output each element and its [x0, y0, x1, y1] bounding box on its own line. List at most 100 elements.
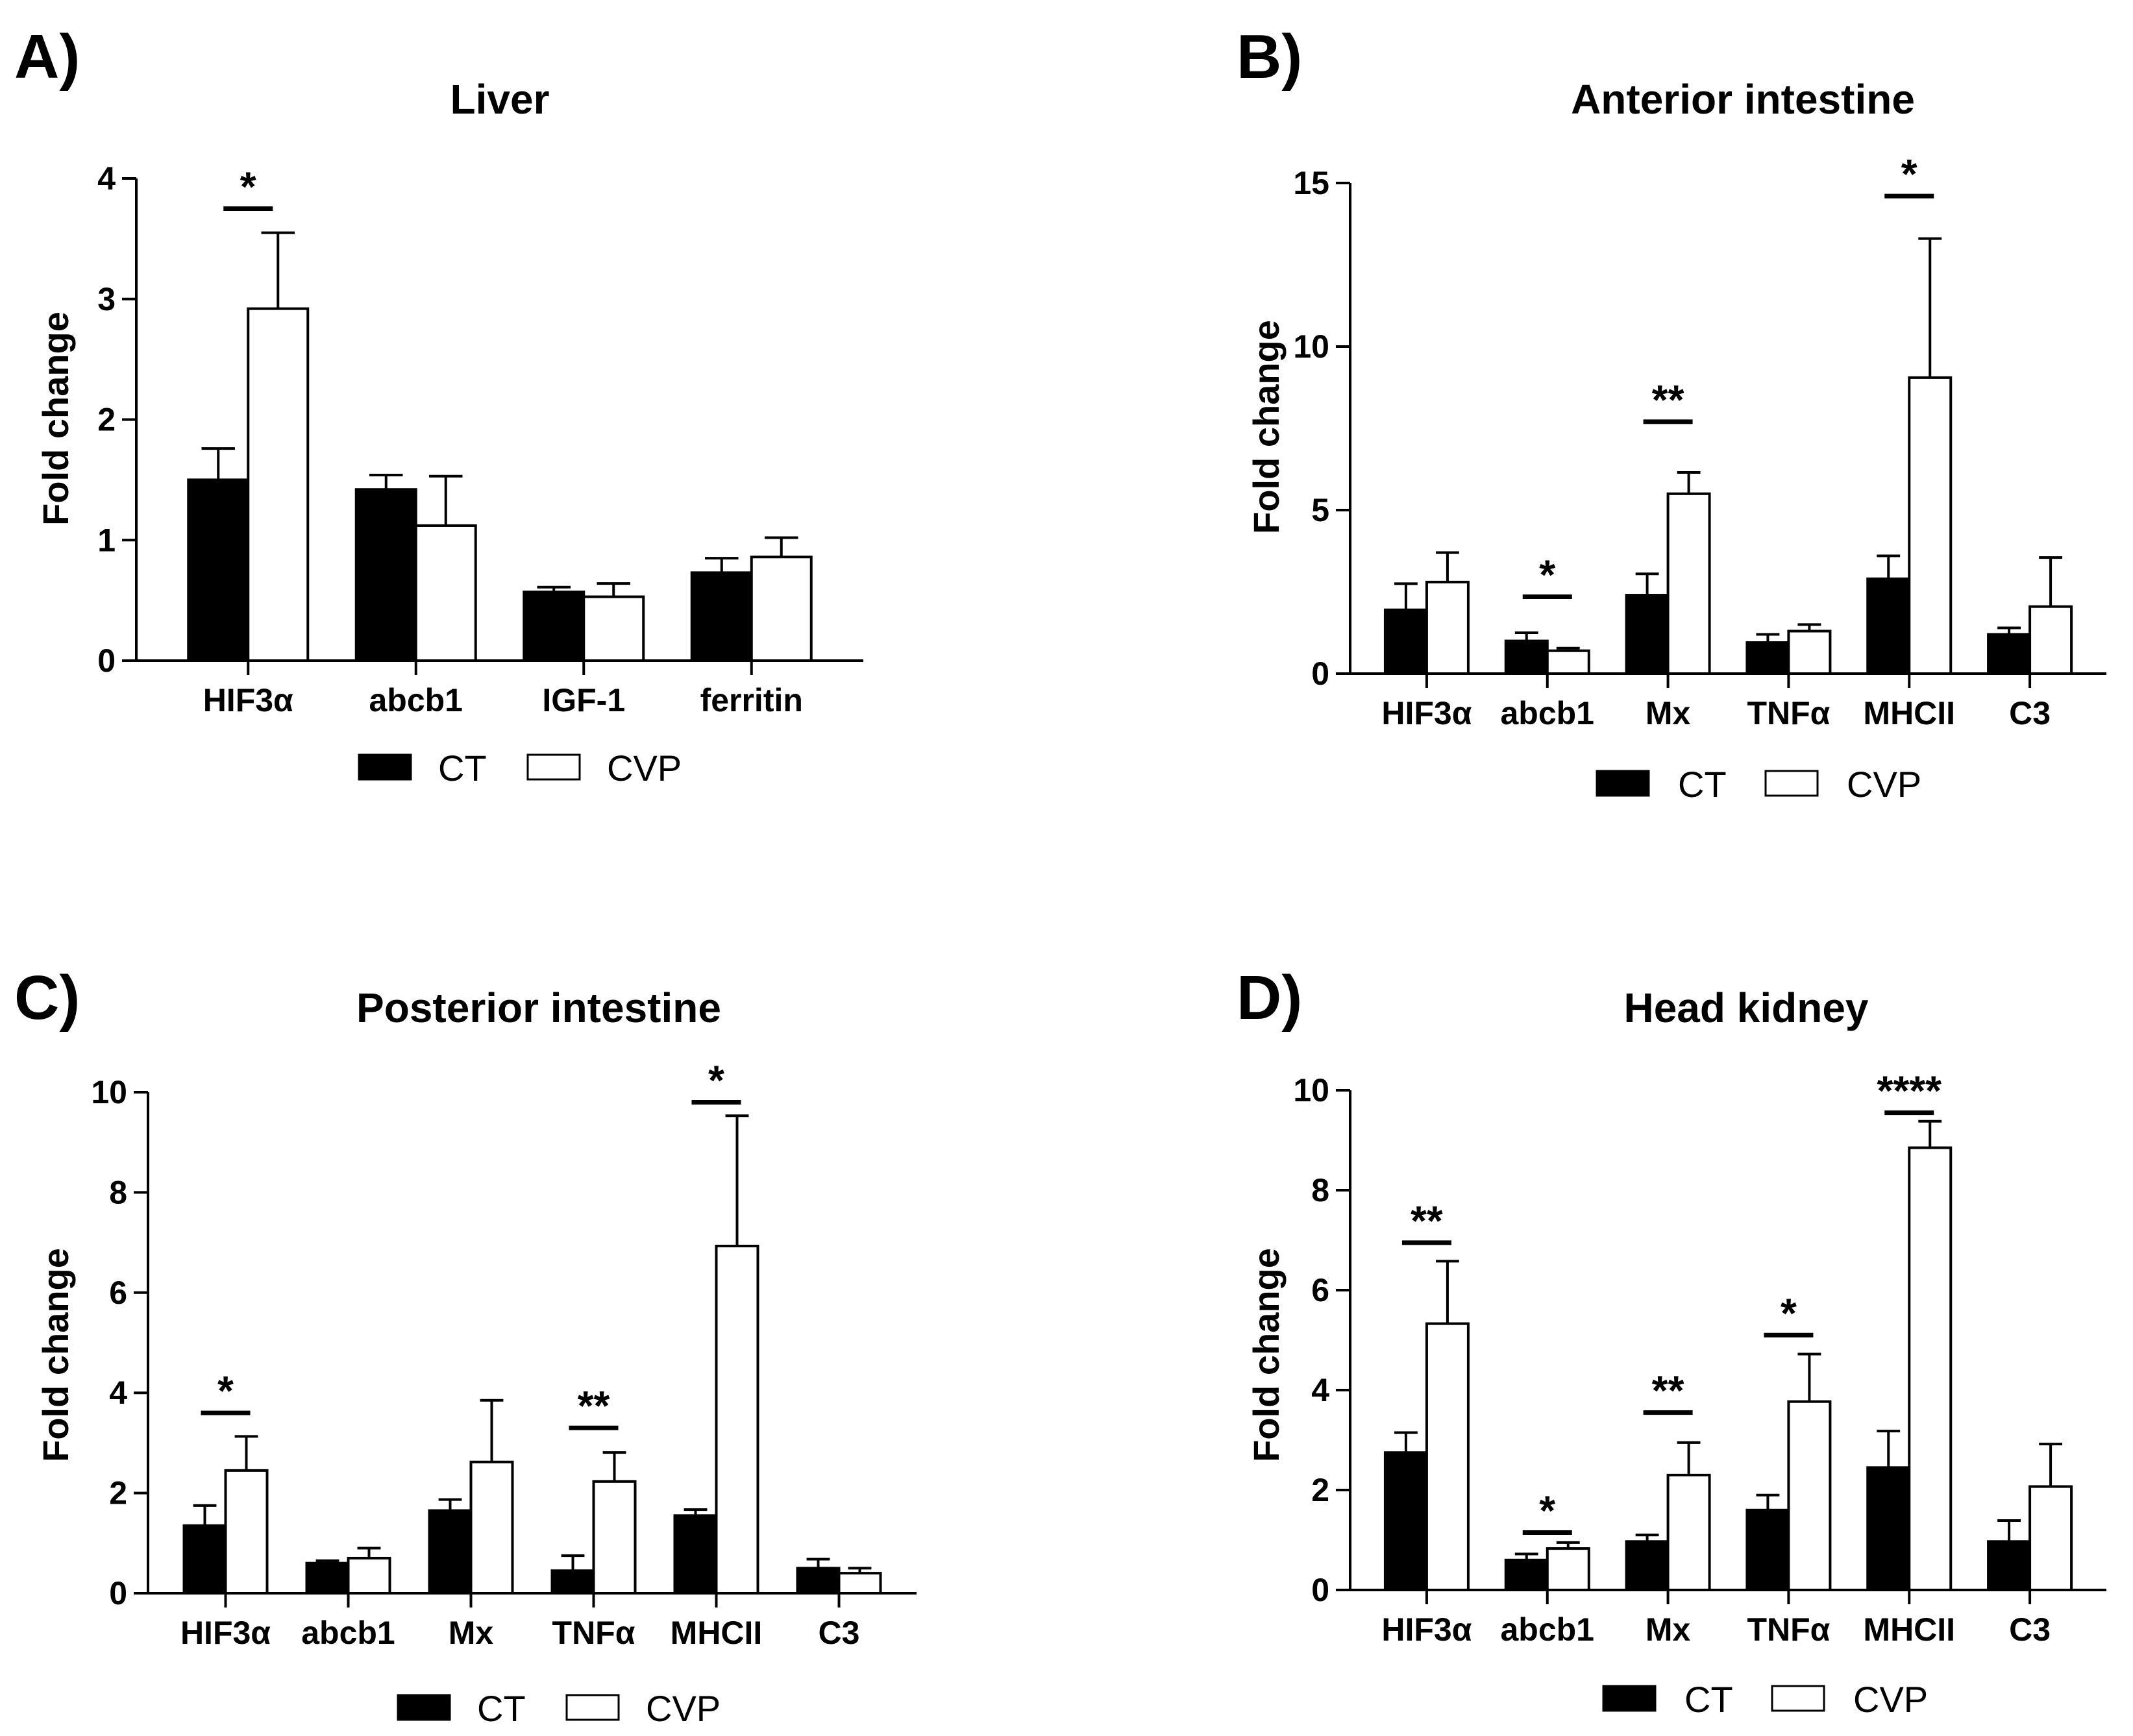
bar-ct	[1987, 1540, 2032, 1592]
y-tick-label: 10	[1293, 328, 1329, 365]
y-tick-label: 2	[97, 402, 116, 438]
legend-cvp-label: CVP	[607, 748, 682, 789]
y-tick-label: 0	[1311, 1572, 1329, 1608]
x-tick-label: HIF3α	[1381, 695, 1472, 731]
x-tick-label: Mx	[449, 1615, 494, 1651]
panel-c-x-axis: HIF3α abcb1 Mx TNFα MHCII C3	[148, 1592, 917, 1651]
panel-a-title: Liver	[450, 76, 550, 123]
panel-d-bars	[1383, 1119, 2073, 1592]
significance-label: **	[1652, 1367, 1684, 1414]
panel-c-y-axis-label: Fold change	[35, 1248, 76, 1462]
y-tick-label: 2	[1311, 1472, 1329, 1508]
bar-ct	[1625, 594, 1670, 675]
y-tick-label: 2	[109, 1475, 127, 1511]
y-tick-label: 0	[97, 642, 116, 679]
significance-label: ****	[1877, 1068, 1942, 1114]
panel-a-letter: A)	[14, 22, 80, 92]
bar-ct	[428, 1509, 473, 1595]
panel-a: A) Liver Fold change 0 1 2 3 4 HIF3α abcb1 IGF…	[14, 22, 863, 789]
legend-ct-swatch	[1596, 770, 1650, 797]
x-tick-label: TNFα	[552, 1615, 635, 1651]
bar-cvp	[2028, 605, 2073, 675]
panel-c-bars	[182, 1114, 882, 1595]
legend-ct-label: CT	[1684, 1679, 1733, 1720]
panel-a-y-axis-label: Fold change	[35, 312, 76, 526]
panel-d: D) Head kidney Fold change 0 2 4 6 8 10 HIF3α…	[1237, 963, 2106, 1720]
panel-d-significance: **********	[1401, 1068, 1942, 1535]
significance-label: **	[1652, 376, 1684, 423]
significance-label: *	[1781, 1290, 1797, 1336]
panel-a-x-axis: HIF3α abcb1 IGF-1 ferritin	[136, 659, 863, 718]
x-tick-label: abcb1	[369, 682, 463, 718]
y-tick-label: 8	[109, 1174, 127, 1210]
x-tick-label: abcb1	[1500, 1611, 1594, 1648]
bar-ct	[187, 478, 250, 662]
y-tick-label: 4	[1311, 1372, 1329, 1408]
legend-cvp-swatch	[526, 753, 581, 781]
bar-cvp	[1425, 1322, 1470, 1591]
panel-b-y-axis-label: Fold change	[1246, 320, 1287, 534]
significance-label: **	[578, 1382, 610, 1429]
legend-ct-label: CT	[1678, 764, 1727, 805]
panel-b-significance: ****	[1522, 151, 1934, 600]
bar-cvp	[592, 1480, 637, 1595]
bar-cvp	[1787, 1400, 1832, 1591]
legend-ct-swatch	[1602, 1685, 1657, 1712]
bar-ct	[1383, 608, 1428, 675]
legend-cvp-label: CVP	[1853, 1679, 1928, 1720]
x-tick-label: Mx	[1646, 1611, 1691, 1648]
bar-ct	[1745, 641, 1790, 675]
panel-b-x-axis: HIF3α abcb1 Mx TNFα MHCII C3	[1350, 672, 2106, 731]
y-tick-label: 10	[1293, 1072, 1329, 1108]
y-tick-label: 3	[97, 281, 116, 317]
bar-ct	[1504, 1558, 1549, 1592]
bar-ct	[1504, 639, 1549, 675]
bar-ct	[1383, 1451, 1428, 1591]
x-tick-label: abcb1	[301, 1615, 395, 1651]
bar-ct	[1745, 1508, 1790, 1592]
panel-a-significance: *	[223, 163, 273, 211]
legend-cvp-label: CVP	[1847, 764, 1921, 805]
y-tick-label: 5	[1311, 492, 1329, 528]
x-tick-label: MHCII	[1863, 695, 1955, 731]
panel-c-significance: * ***	[201, 1057, 741, 1430]
x-tick-label: TNFα	[1747, 1611, 1830, 1648]
panel-a-y-axis: 0 1 2 3 4	[97, 160, 138, 679]
bar-cvp	[837, 1572, 882, 1595]
bar-cvp	[582, 595, 645, 662]
y-tick-label: 6	[1311, 1272, 1329, 1308]
bar-cvp	[1908, 1146, 1953, 1592]
bar-ct	[354, 488, 417, 662]
x-tick-label: abcb1	[1500, 695, 1594, 731]
legend-cvp-swatch	[1771, 1685, 1825, 1712]
x-tick-label: MHCII	[671, 1615, 763, 1651]
x-tick-label: C3	[2009, 1611, 2051, 1648]
panel-b-y-axis: 0 5 10 15	[1293, 165, 1351, 692]
x-tick-label: ferritin	[700, 682, 803, 718]
bar-cvp	[247, 307, 310, 662]
y-tick-label: 15	[1293, 165, 1329, 201]
significance-label: *	[1539, 552, 1555, 598]
y-tick-label: 0	[1311, 655, 1329, 692]
significance-label: *	[708, 1057, 724, 1103]
bar-cvp	[469, 1460, 514, 1595]
legend-ct-swatch	[397, 1694, 451, 1721]
panel-d-x-axis: HIF3α abcb1 Mx TNFα MHCII C3	[1350, 1589, 2106, 1648]
bar-cvp	[1546, 649, 1590, 675]
bar-ct	[1866, 1466, 1911, 1592]
bar-cvp	[1787, 630, 1832, 675]
panel-c-letter: C)	[14, 963, 80, 1033]
legend-cvp-swatch	[565, 1694, 620, 1721]
y-tick-label: 6	[109, 1275, 127, 1311]
bar-cvp	[414, 524, 477, 663]
x-tick-label: IGF-1	[542, 682, 625, 718]
x-tick-label: Mx	[1646, 695, 1691, 731]
panel-d-y-axis-label: Fold change	[1246, 1248, 1287, 1462]
bar-ct	[305, 1561, 350, 1595]
bar-cvp	[1666, 492, 1711, 675]
panel-d-y-axis: 0 2 4 6 8 10	[1293, 1072, 1351, 1608]
y-tick-label: 10	[91, 1074, 127, 1110]
panel-d-legend: CT CVP	[1602, 1679, 1928, 1720]
bar-ct	[182, 1524, 227, 1595]
x-tick-label: HIF3α	[180, 1615, 271, 1651]
